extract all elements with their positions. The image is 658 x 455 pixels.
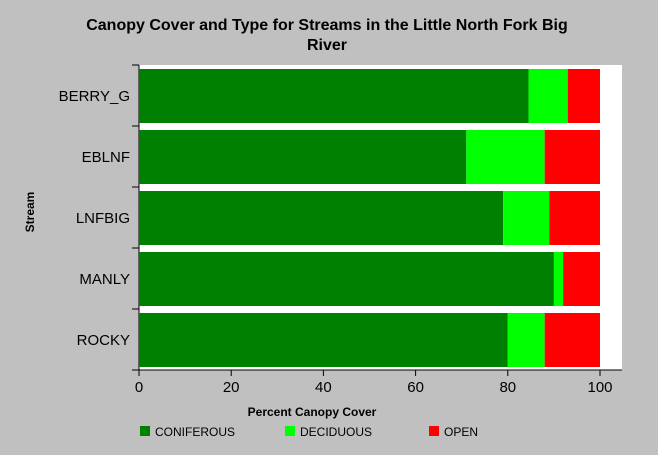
x-tick-label: 100 bbox=[587, 379, 612, 396]
x-tick-label: 0 bbox=[135, 379, 143, 396]
x-tick-layer: 0 20 40 60 80 100 bbox=[135, 370, 613, 396]
legend-swatch-open bbox=[429, 426, 439, 436]
legend: CONIFEROUS DECIDUOUS OPEN bbox=[140, 425, 478, 439]
bar-segment-open-lnfbig bbox=[549, 191, 600, 245]
bar-segment-open-berry_g bbox=[567, 69, 600, 123]
bar-segment-coniferous-eblnf bbox=[139, 130, 467, 184]
category-label: EBLNF bbox=[82, 149, 130, 166]
bar-segment-open-rocky bbox=[544, 313, 600, 367]
bar-segment-coniferous-manly bbox=[139, 252, 554, 306]
bar-segment-coniferous-lnfbig bbox=[139, 191, 504, 245]
x-tick-label: 60 bbox=[407, 379, 424, 396]
x-tick-label: 40 bbox=[315, 379, 332, 396]
category-label: ROCKY bbox=[77, 332, 130, 349]
y-axis-label: Stream bbox=[23, 192, 37, 233]
chart-title-line-2: River bbox=[307, 37, 347, 54]
category-label: LNFBIG bbox=[76, 210, 130, 227]
category-labels: BERRY_G EBLNF LNFBIG MANLY ROCKY bbox=[59, 64, 139, 371]
bar-segment-deciduous-rocky bbox=[507, 313, 545, 367]
category-label: MANLY bbox=[79, 271, 130, 288]
legend-label-open: OPEN bbox=[444, 425, 478, 439]
chart-title-line-1: Canopy Cover and Type for Streams in the… bbox=[86, 17, 568, 34]
legend-swatch-deciduous bbox=[285, 426, 295, 436]
x-axis-label: Percent Canopy Cover bbox=[248, 405, 377, 419]
bar-segment-open-manly bbox=[563, 252, 600, 306]
legend-label-coniferous: CONIFEROUS bbox=[155, 425, 235, 439]
bar-segment-deciduous-lnfbig bbox=[503, 191, 550, 245]
bar-segment-coniferous-berry_g bbox=[139, 69, 529, 123]
category-label: BERRY_G bbox=[59, 88, 130, 105]
x-tick-label: 80 bbox=[499, 379, 516, 396]
bar-segment-coniferous-rocky bbox=[139, 313, 508, 367]
legend-label-deciduous: DECIDUOUS bbox=[300, 425, 372, 439]
x-tick-label: 20 bbox=[223, 379, 240, 396]
bar-segment-deciduous-berry_g bbox=[528, 69, 568, 123]
bar-segment-deciduous-manly bbox=[553, 252, 564, 306]
bar-segment-deciduous-eblnf bbox=[466, 130, 545, 184]
legend-swatch-coniferous bbox=[140, 426, 150, 436]
bars-layer bbox=[139, 69, 600, 367]
bar-segment-open-eblnf bbox=[544, 130, 600, 184]
